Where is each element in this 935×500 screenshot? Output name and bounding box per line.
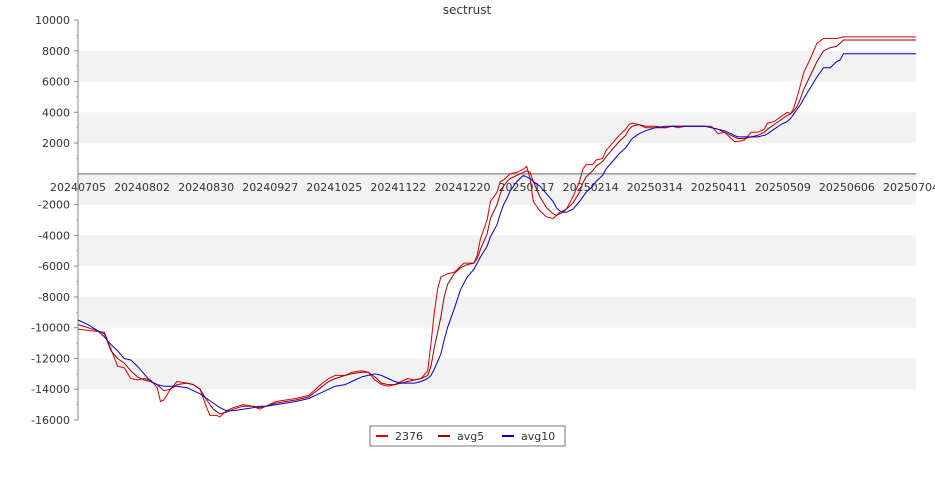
y-tick-label: 10000 (35, 14, 70, 27)
legend-box (369, 425, 566, 447)
axes (74, 19, 916, 421)
y-tick-label: -2000 (38, 199, 70, 212)
y-tick-label: 6000 (42, 76, 70, 89)
x-tick-label: 20250314 (627, 181, 683, 194)
series-lines (77, 36, 916, 418)
grid-band (78, 50, 916, 82)
x-tick-label: 20240802 (114, 181, 170, 194)
legend-label: avg10 (521, 430, 555, 443)
y-tick-label: -4000 (38, 229, 70, 242)
grid-band (78, 296, 916, 328)
grid-band (78, 173, 916, 205)
series-line-avg5 (77, 39, 916, 415)
x-tick-label: 20250411 (691, 181, 747, 194)
x-tick-label: 20250509 (755, 181, 811, 194)
y-tick-label: -6000 (38, 260, 70, 273)
y-tick-label: 4000 (42, 106, 70, 119)
grid-band (78, 235, 916, 267)
x-axis-tick-labels: 20240705 20240802 20240830 20240927 20241025… (50, 181, 935, 194)
y-tick-label: 2000 (42, 137, 70, 150)
grid-bands (78, 50, 916, 390)
x-tick-label: 20250117 (499, 181, 555, 194)
chart-title: sectrust (443, 3, 492, 17)
legend-label: avg5 (457, 430, 484, 443)
y-tick-label: 8000 (42, 45, 70, 58)
legend: 2376 avg5 avg10 (369, 425, 566, 447)
x-tick-label: 20240830 (178, 181, 234, 194)
y-tick-label: -14000 (31, 383, 70, 396)
x-tick-label: 20250214 (563, 181, 619, 194)
x-tick-label: 20250704 (883, 181, 935, 194)
series-line-avg10 (77, 53, 916, 412)
x-tick-label: 20241122 (370, 181, 426, 194)
x-tick-label: 20250606 (819, 181, 875, 194)
x-tick-label: 20240927 (242, 181, 298, 194)
grid-band (78, 112, 916, 144)
legend-label: 2376 (395, 430, 423, 443)
x-tick-label: 20241025 (306, 181, 362, 194)
y-tick-label: -10000 (31, 322, 70, 335)
y-axis-tick-labels: 10000 8000 6000 4000 2000 -2000 -4000 -6000 -800… (31, 14, 70, 427)
y-tick-label: -12000 (31, 352, 70, 365)
y-tick-label: -16000 (31, 414, 70, 427)
grid-band (78, 358, 916, 390)
x-tick-label: 20241220 (434, 181, 490, 194)
y-tick-label: -8000 (38, 291, 70, 304)
